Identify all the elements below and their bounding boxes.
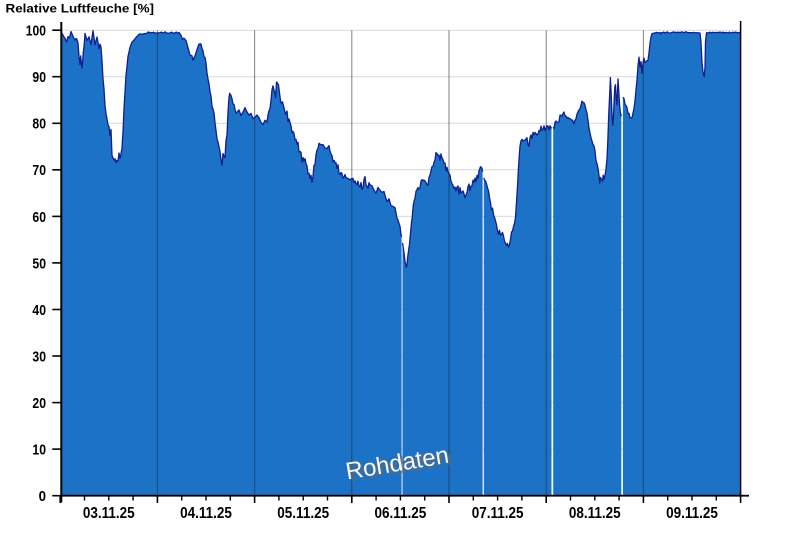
svg-text:08.11.25: 08.11.25 — [569, 505, 621, 522]
svg-text:80: 80 — [32, 116, 46, 133]
svg-text:04.11.25: 04.11.25 — [180, 505, 232, 522]
svg-text:09.11.25: 09.11.25 — [666, 505, 718, 522]
svg-text:20: 20 — [32, 395, 46, 412]
svg-text:03.11.25: 03.11.25 — [83, 505, 135, 522]
svg-text:07.11.25: 07.11.25 — [472, 505, 524, 522]
svg-text:90: 90 — [32, 69, 46, 86]
svg-text:0: 0 — [39, 488, 46, 505]
svg-text:70: 70 — [32, 162, 46, 179]
svg-text:Relative Luftfeuche [%]: Relative Luftfeuche [%] — [6, 2, 155, 16]
svg-text:40: 40 — [32, 302, 46, 319]
svg-text:05.11.25: 05.11.25 — [277, 505, 329, 522]
svg-text:10: 10 — [32, 442, 46, 459]
svg-text:50: 50 — [32, 255, 46, 272]
svg-text:100: 100 — [26, 23, 46, 40]
svg-text:60: 60 — [32, 209, 46, 226]
svg-text:06.11.25: 06.11.25 — [375, 505, 427, 522]
svg-text:30: 30 — [32, 348, 46, 365]
